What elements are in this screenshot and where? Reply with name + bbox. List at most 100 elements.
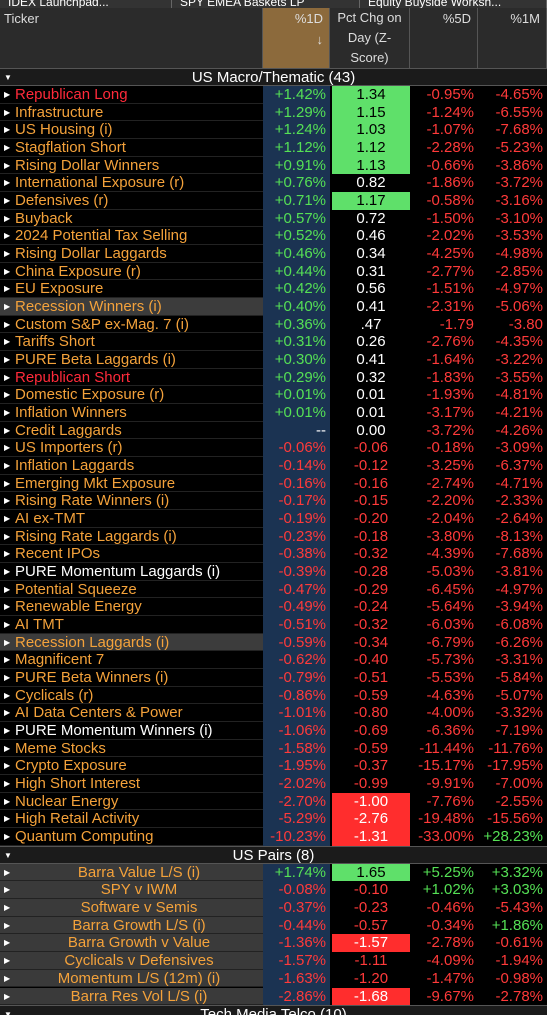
expand-icon[interactable]: ▶ [4,337,11,347]
section-header[interactable]: US Macro/Thematic (43) ▼ [0,68,547,86]
row-name[interactable]: EU Exposure ▶ [0,280,263,299]
row-name[interactable]: Cyclicals (r) ▶ [0,687,263,705]
expand-icon[interactable]: ▶ [4,425,11,435]
row-name[interactable]: Barra Growth L/S (i) ▶ [0,916,263,935]
expand-icon[interactable]: ▶ [4,796,11,806]
row-name[interactable]: AI ex-TMT ▶ [0,510,263,528]
expand-icon[interactable]: ▶ [4,726,11,736]
expand-icon[interactable]: ▶ [4,196,11,206]
row-name[interactable]: Emerging Mkt Exposure ▶ [0,475,263,493]
expand-icon[interactable]: ▶ [4,249,11,259]
row-name[interactable]: Cyclicals v Defensives ▶ [0,952,263,970]
section-header[interactable]: US Pairs (8) ▼ [0,845,547,864]
row-name[interactable]: Tariffs Short ▶ [0,333,263,352]
expand-icon[interactable]: ▶ [4,178,11,188]
expand-icon[interactable]: ▶ [4,690,11,700]
row-name[interactable]: Recession Laggards (i) ▶ [0,633,263,652]
header-m1[interactable]: %1M [478,8,547,68]
expand-icon[interactable]: ▶ [4,938,11,948]
row-name[interactable]: Crypto Exposure ▶ [0,757,263,776]
expand-icon[interactable]: ▶ [4,90,11,99]
expand-icon[interactable]: ▶ [4,549,11,559]
row-name[interactable]: Stagflation Short ▶ [0,139,263,157]
expand-icon[interactable]: ▶ [4,143,11,152]
expand-icon[interactable]: ▶ [4,443,11,453]
row-name[interactable]: 2024 Potential Tax Selling ▶ [0,227,263,246]
collapse-icon[interactable]: ▼ [4,73,12,82]
tab[interactable]: Equity Buyside Worksh... [360,0,547,8]
expand-icon[interactable]: ▶ [4,655,11,665]
expand-icon[interactable]: ▶ [4,390,11,400]
expand-icon[interactable]: ▶ [4,319,11,329]
row-name[interactable]: High Retail Activity ▶ [0,810,263,829]
expand-icon[interactable]: ▶ [4,602,11,612]
row-name[interactable]: Rising Rate Winners (i) ▶ [0,492,263,511]
row-name[interactable]: Inflation Laggards ▶ [0,457,263,475]
row-name[interactable]: AI Data Centers & Power ▶ [0,704,263,723]
row-name[interactable]: US Housing (i) ▶ [0,121,263,139]
row-name[interactable]: Republican Short ▶ [0,369,263,387]
expand-icon[interactable]: ▶ [4,107,11,117]
expand-icon[interactable]: ▶ [4,920,11,930]
expand-icon[interactable]: ▶ [4,302,11,312]
expand-icon[interactable]: ▶ [4,514,11,524]
row-name[interactable]: Rising Rate Laggards (i) ▶ [0,528,263,546]
expand-icon[interactable]: ▶ [4,743,11,753]
row-name[interactable]: Magnificent 7 ▶ [0,651,263,670]
tab[interactable]: SPY EMEA Baskets LP [172,0,360,8]
expand-icon[interactable]: ▶ [4,584,11,594]
row-name[interactable]: Potential Squeeze ▶ [0,581,263,599]
row-name[interactable]: Defensives (r) ▶ [0,192,263,210]
expand-icon[interactable]: ▶ [4,567,11,577]
expand-icon[interactable]: ▶ [4,956,11,966]
expand-icon[interactable]: ▶ [4,620,11,630]
expand-icon[interactable]: ▶ [4,496,11,506]
row-name[interactable]: Barra Growth v Value ▶ [0,934,263,953]
row-name[interactable]: Meme Stocks ▶ [0,740,263,758]
expand-icon[interactable]: ▶ [4,779,11,789]
expand-icon[interactable]: ▶ [4,973,11,983]
row-name[interactable]: US Importers (r) ▶ [0,439,263,458]
row-name[interactable]: Software v Semis ▶ [0,899,263,917]
row-name[interactable]: International Exposure (r) ▶ [0,174,263,192]
row-name[interactable]: Buyback ▶ [0,210,263,228]
row-name[interactable]: Inflation Winners ▶ [0,404,263,422]
expand-icon[interactable]: ▶ [4,531,11,541]
header-ticker[interactable]: Ticker [0,8,263,68]
row-name[interactable]: Custom S&P ex-Mag. 7 (i) ▶ [0,316,263,334]
row-name[interactable]: PURE Momentum Winners (i) ▶ [0,722,263,740]
row-name[interactable]: Rising Dollar Winners ▶ [0,157,263,175]
expand-icon[interactable]: ▶ [4,160,11,170]
expand-icon[interactable]: ▶ [4,266,11,276]
row-name[interactable]: PURE Beta Laggards (i) ▶ [0,351,263,369]
expand-icon[interactable]: ▶ [4,125,11,135]
row-name[interactable]: Barra Value L/S (i) ▶ [0,863,263,882]
expand-icon[interactable]: ▶ [4,372,11,382]
row-name[interactable]: Credit Laggards ▶ [0,422,263,440]
row-name[interactable]: SPY v IWM ▶ [0,881,263,900]
collapse-icon[interactable]: ▼ [4,850,12,860]
expand-icon[interactable]: ▶ [4,673,11,683]
row-name[interactable]: Republican Long ▶ [0,86,263,104]
row-name[interactable]: PURE Beta Winners (i) ▶ [0,669,263,687]
expand-icon[interactable]: ▶ [4,885,11,895]
header-z[interactable]: Pct Chg on Day (Z-Score) [330,8,410,68]
row-name[interactable]: Nuclear Energy ▶ [0,793,263,811]
row-name[interactable]: Recession Winners (i) ▶ [0,298,263,316]
row-name[interactable]: Renewable Energy ▶ [0,598,263,617]
expand-icon[interactable]: ▶ [4,461,11,471]
row-name[interactable]: Momentum L/S (12m) (i) ▶ [0,969,263,988]
tab[interactable]: IDEX Launchpad... [0,0,172,8]
row-name[interactable]: AI TMT ▶ [0,616,263,634]
row-name[interactable]: Infrastructure ▶ [0,104,263,122]
expand-icon[interactable]: ▶ [4,903,11,913]
expand-icon[interactable]: ▶ [4,991,11,1001]
expand-icon[interactable]: ▶ [4,832,11,842]
row-name[interactable]: Barra Res Vol L/S (i) ▶ [0,987,263,1006]
expand-icon[interactable]: ▶ [4,814,11,824]
expand-icon[interactable]: ▶ [4,231,11,241]
row-name[interactable]: Quantum Computing ▶ [0,828,263,846]
expand-icon[interactable]: ▶ [4,708,11,718]
row-name[interactable]: China Exposure (r) ▶ [0,263,263,281]
row-name[interactable]: Recent IPOs ▶ [0,545,263,564]
